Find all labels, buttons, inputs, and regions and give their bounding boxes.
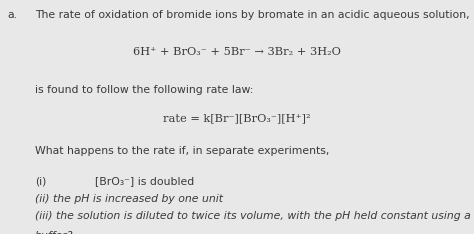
Text: What happens to the rate if, in separate experiments,: What happens to the rate if, in separate… xyxy=(35,146,329,156)
Text: (ii) the pH is increased by one unit: (ii) the pH is increased by one unit xyxy=(35,194,223,204)
Text: (iii) the solution is diluted to twice its volume, with the pH held constant usi: (iii) the solution is diluted to twice i… xyxy=(35,211,471,221)
Text: a.: a. xyxy=(7,10,17,20)
Text: 6H⁺ + BrO₃⁻ + 5Br⁻ → 3Br₂ + 3H₂O: 6H⁺ + BrO₃⁻ + 5Br⁻ → 3Br₂ + 3H₂O xyxy=(133,48,341,57)
Text: The rate of oxidation of bromide ions by bromate in an acidic aqueous solution,: The rate of oxidation of bromide ions by… xyxy=(35,10,470,20)
Text: is found to follow the following rate law:: is found to follow the following rate la… xyxy=(35,85,253,95)
Text: [BrO₃⁻] is doubled: [BrO₃⁻] is doubled xyxy=(95,176,194,186)
Text: (i): (i) xyxy=(35,176,46,186)
Text: rate = k[Br⁻][BrO₃⁻][H⁺]²: rate = k[Br⁻][BrO₃⁻][H⁺]² xyxy=(163,113,311,123)
Text: buffer?: buffer? xyxy=(35,231,73,234)
